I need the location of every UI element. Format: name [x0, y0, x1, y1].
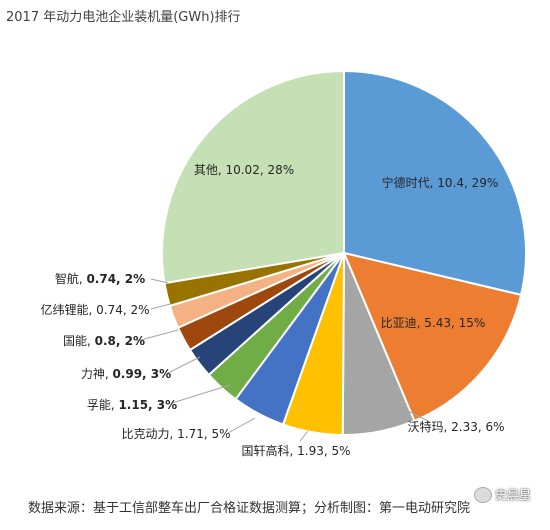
slice-label-3: 沃特玛, 2.33, 6%	[407, 419, 504, 434]
leader-line-7	[167, 356, 201, 374]
leader-line-5	[227, 417, 256, 434]
slice-label-6: 孚能, 1.15, 3%	[87, 398, 177, 412]
pie-slice-11	[161, 69, 345, 285]
leader-line-3	[407, 410, 431, 423]
chart-title: 2017 年动力电池企业装机量(GWh)排行	[6, 10, 241, 25]
leader-line-10	[150, 278, 169, 284]
slice-label-2: 比亚迪, 5.43, 15%	[381, 316, 486, 330]
wechat-icon	[474, 486, 492, 503]
leader-line-9	[150, 303, 171, 310]
slice-label-5: 比克动力, 1.71, 5%	[121, 427, 230, 441]
leader-line-6	[171, 384, 231, 404]
slice-label-4: 国轩高科, 1.93, 5%	[241, 443, 350, 458]
pie-slice-2	[342, 251, 523, 423]
watermark-text: 史晨星	[495, 488, 532, 502]
slice-label-9: 亿纬锂能, 0.74, 2%	[40, 302, 149, 317]
slice-label-11: 其他, 10.02, 28%	[194, 163, 294, 177]
slice-label-7: 力神, 0.99, 3%	[81, 367, 171, 381]
pie-slice-1	[343, 69, 527, 297]
slice-label-10: 智航, 0.74, 2%	[55, 271, 145, 286]
slice-label-8: 国能, 0.8, 2%	[63, 334, 145, 348]
data-source-note: 数据来源：基于工信部整车出厂合格证数据测算；分析制图：第一电动研究院	[28, 501, 471, 516]
leader-line-8	[136, 329, 179, 342]
slice-label-1: 宁德时代, 10.4, 29%	[382, 175, 499, 190]
watermark: 史晨星	[474, 486, 531, 503]
leader-line-4	[299, 430, 309, 442]
